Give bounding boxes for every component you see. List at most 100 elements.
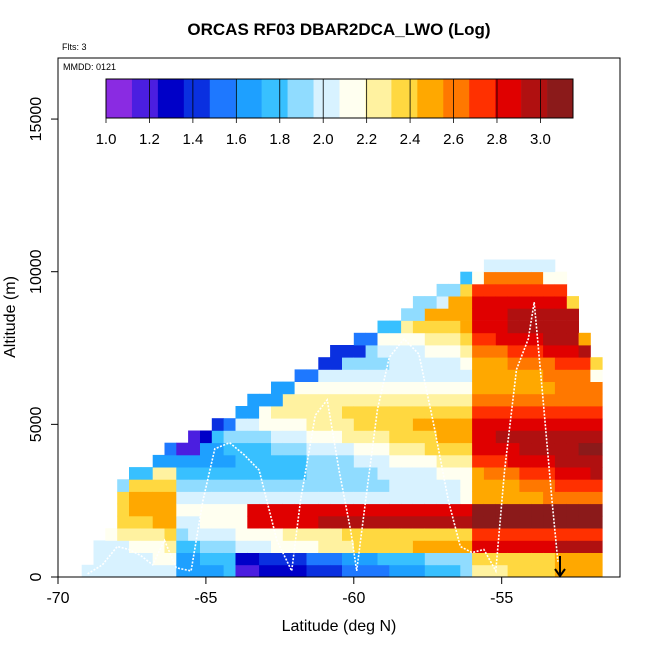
- heatmap-cell: [472, 369, 485, 382]
- heatmap-cell: [318, 357, 331, 370]
- heatmap-cell: [247, 454, 260, 468]
- heatmap-cell: [436, 393, 449, 407]
- heatmap-cell: [306, 430, 319, 444]
- heatmap-cell: [152, 503, 165, 517]
- heatmap-cell: [93, 540, 106, 553]
- heatmap-cell: [401, 454, 414, 468]
- heatmap-cell: [211, 564, 224, 578]
- heatmap-cell: [282, 442, 295, 456]
- heatmap-cell: [164, 467, 177, 480]
- heatmap-cell: [483, 320, 497, 334]
- heatmap-cell: [353, 345, 366, 358]
- heatmap-cell: [377, 406, 390, 419]
- heatmap-cell: [401, 564, 414, 578]
- heatmap-cell: [412, 369, 426, 382]
- heatmap-cell: [519, 308, 532, 321]
- heatmap-cell: [129, 515, 142, 529]
- heatmap-cell: [140, 564, 153, 578]
- heatmap-cell: [259, 393, 272, 407]
- heatmap-cell: [424, 564, 437, 578]
- heatmap-cell: [271, 515, 284, 529]
- heatmap-cell: [129, 528, 142, 541]
- heatmap-cell: [152, 467, 165, 480]
- heatmap-cell: [472, 271, 485, 285]
- heatmap-cell: [460, 332, 473, 346]
- heatmap-cell: [259, 442, 272, 456]
- heatmap-cell: [188, 491, 201, 505]
- heatmap-cell: [519, 442, 532, 456]
- y-axis-label: Altitude (m): [2, 276, 19, 358]
- heatmap-cell: [223, 515, 236, 529]
- heatmap-cell: [448, 381, 461, 395]
- heatmap-cell: [140, 540, 153, 553]
- heatmap-cell: [590, 430, 603, 444]
- heatmap-cell: [507, 259, 520, 273]
- heatmap-cell: [377, 540, 390, 553]
- heatmap-cell: [554, 479, 568, 492]
- heatmap-cell: [282, 381, 295, 395]
- heatmap-cell: [188, 430, 201, 444]
- heatmap-cell: [507, 503, 520, 517]
- heatmap-cell: [590, 552, 603, 566]
- colorbar-swatch: [313, 79, 340, 118]
- heatmap-cell: [543, 552, 556, 566]
- heatmap-cell: [495, 283, 508, 297]
- heatmap-cell: [282, 515, 295, 529]
- heatmap-cell: [353, 332, 366, 346]
- heatmap-cell: [495, 454, 508, 468]
- heatmap-cell: [590, 467, 603, 480]
- heatmap-cell: [271, 491, 284, 505]
- heatmap-cell: [188, 515, 201, 529]
- heatmap-cell: [342, 491, 355, 505]
- heatmap-cell: [424, 393, 437, 407]
- heatmap-cell: [235, 418, 248, 431]
- heatmap-cell: [294, 454, 307, 468]
- heatmap-cell: [412, 503, 426, 517]
- heatmap-cell: [566, 491, 579, 505]
- heatmap-cell: [140, 552, 153, 566]
- colorbar-swatch: [183, 79, 211, 118]
- heatmap-cell: [472, 406, 485, 419]
- heatmap-cell: [353, 381, 366, 395]
- heatmap-cell: [164, 564, 177, 578]
- heatmap-cell: [353, 430, 366, 444]
- heatmap-cell: [282, 528, 295, 541]
- heatmap-cell: [318, 442, 331, 456]
- heatmap-cell: [554, 442, 568, 456]
- heatmap-cell: [318, 540, 331, 553]
- heatmap-cell: [282, 467, 295, 480]
- heatmap-cell: [460, 503, 473, 517]
- heatmap-cell: [412, 528, 426, 541]
- heatmap-cell: [117, 491, 130, 505]
- heatmap-cell: [294, 393, 307, 407]
- heatmap-cell: [424, 552, 437, 566]
- heatmap-cell: [294, 418, 307, 431]
- heatmap-cell: [140, 467, 153, 480]
- heatmap-cell: [401, 406, 414, 419]
- heatmap-cell: [129, 503, 142, 517]
- colorbar-frame: [105, 78, 574, 119]
- heatmap-cell: [483, 283, 497, 297]
- colorbar-swatch: [417, 79, 444, 118]
- heatmap-cell: [117, 503, 130, 517]
- heatmap-cell: [507, 442, 520, 456]
- heatmap-cell: [176, 564, 189, 578]
- heatmap-cell: [578, 503, 591, 517]
- heatmap-cell: [306, 540, 319, 553]
- heatmap-cell: [519, 332, 532, 346]
- heatmap-cell: [211, 418, 224, 431]
- heatmap-cell: [519, 393, 532, 407]
- heatmap-cell: [483, 271, 497, 285]
- heatmap-cell: [353, 454, 366, 468]
- heatmap-cell: [472, 393, 485, 407]
- heatmap-cell: [188, 454, 201, 468]
- heatmap-cell: [342, 369, 355, 382]
- heatmap-cell: [483, 430, 497, 444]
- heatmap-cell: [519, 552, 532, 566]
- colorbar-swatch: [106, 79, 133, 118]
- heatmap-cell: [200, 540, 213, 553]
- heatmap-cell: [235, 564, 248, 578]
- heatmap-cell: [330, 442, 343, 456]
- heatmap-cell: [483, 491, 497, 505]
